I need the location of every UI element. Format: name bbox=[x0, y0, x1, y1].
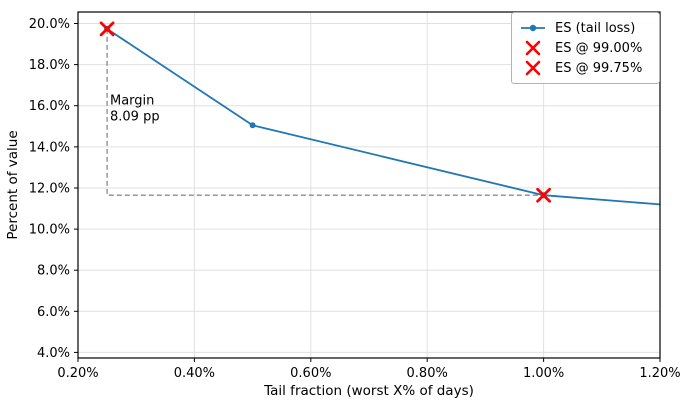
margin-connector-dashed bbox=[106, 28, 544, 196]
svg-text:20.0%: 20.0% bbox=[29, 17, 70, 32]
svg-text:10.0%: 10.0% bbox=[29, 223, 70, 238]
legend-item-es-9900: ES @ 99.00% bbox=[518, 38, 653, 58]
svg-text:0.20%: 0.20% bbox=[57, 366, 98, 381]
svg-text:18.0%: 18.0% bbox=[29, 58, 70, 73]
legend-label-es-line: ES (tail loss) bbox=[555, 20, 636, 36]
svg-text:0.40%: 0.40% bbox=[174, 366, 215, 381]
x-marker-icon bbox=[525, 60, 541, 76]
svg-text:14.0%: 14.0% bbox=[29, 140, 70, 155]
svg-text:6.0%: 6.0% bbox=[37, 305, 70, 320]
legend-item-es-9975: ES @ 99.75% bbox=[518, 58, 653, 78]
legend-item-es-line: ES (tail loss) bbox=[518, 18, 653, 38]
svg-text:4.0%: 4.0% bbox=[37, 346, 70, 361]
es-point-marker bbox=[249, 122, 256, 129]
svg-text:0.80%: 0.80% bbox=[407, 366, 448, 381]
svg-text:8.09 pp: 8.09 pp bbox=[110, 109, 160, 124]
svg-text:0.60%: 0.60% bbox=[290, 366, 331, 381]
legend-label-es-9900: ES @ 99.00% bbox=[555, 40, 643, 56]
svg-text:1.00%: 1.00% bbox=[523, 366, 564, 381]
line-dot-marker-icon bbox=[521, 24, 545, 32]
svg-text:8.0%: 8.0% bbox=[37, 264, 70, 279]
legend: ES (tail loss) ES @ 99.00% ES @ 99.75% bbox=[511, 12, 660, 84]
es-99-00-x-marker bbox=[536, 187, 551, 203]
x-axis-ticks: 0.20% 0.40% 0.60% 0.80% 1.00% 1.20% bbox=[57, 358, 681, 381]
axes-frame bbox=[77, 11, 661, 359]
svg-text:16.0%: 16.0% bbox=[29, 99, 70, 114]
x-axis-label: Tail fraction (worst X% of days) bbox=[264, 383, 474, 399]
x-marker-icon bbox=[525, 40, 541, 56]
es-99-75-x-marker bbox=[99, 21, 115, 37]
svg-text:1.20%: 1.20% bbox=[639, 366, 680, 381]
svg-text:12.0%: 12.0% bbox=[29, 182, 70, 197]
y-axis-label: Percent of value bbox=[5, 130, 21, 240]
y-axis-ticks: 4.0% 6.0% 8.0% 10.0% 12.0% 14.0% 16.0% 18.0% 20.… bbox=[29, 17, 78, 361]
svg-text:Margin: Margin bbox=[110, 93, 154, 108]
es-tail-loss-line bbox=[106, 28, 661, 206]
legend-label-es-9975: ES @ 99.75% bbox=[555, 60, 643, 76]
